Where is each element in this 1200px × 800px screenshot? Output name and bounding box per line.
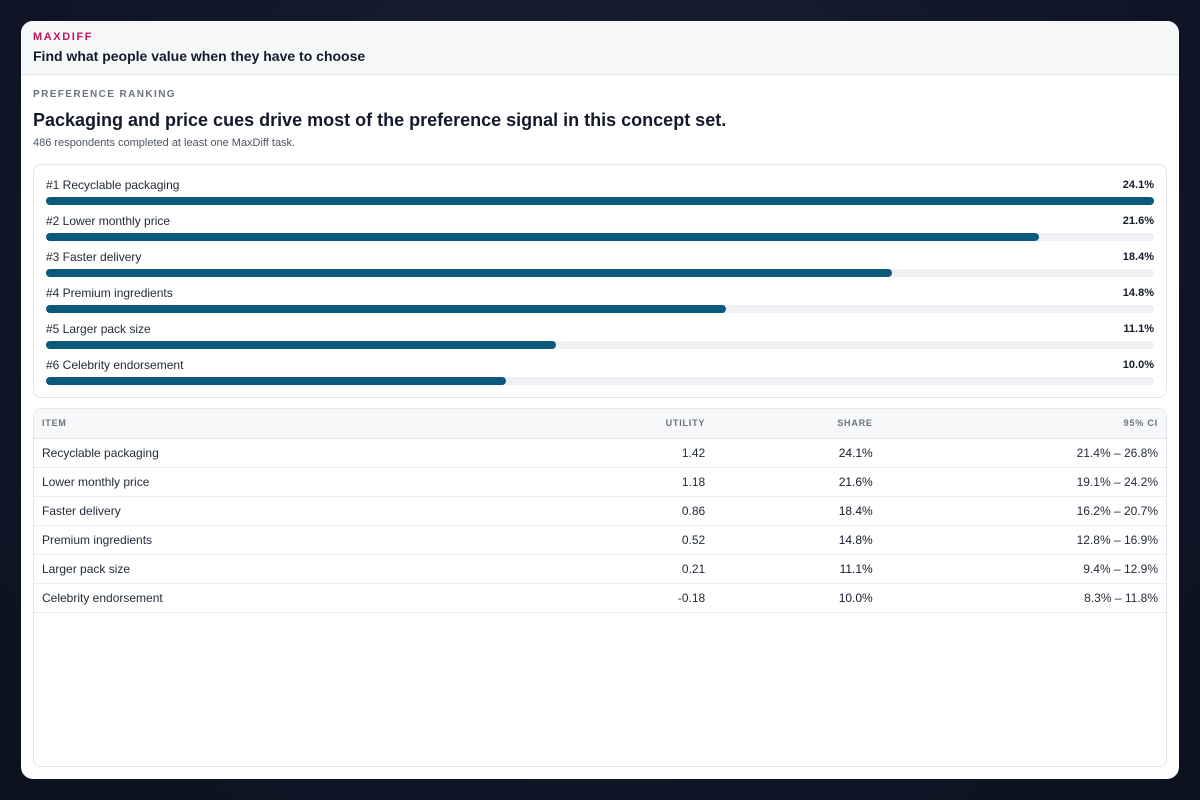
- ranking-label: #6 Celebrity endorsement: [46, 358, 184, 372]
- eyebrow-label: MAXDIFF: [33, 31, 94, 43]
- ranking-row-header: #4 Premium ingredients 14.8%: [46, 285, 1154, 301]
- column-header-item[interactable]: ITEM: [34, 409, 601, 439]
- cell-item: Premium ingredients: [34, 525, 601, 555]
- ranking-bar-track: [46, 305, 1154, 313]
- ranking-bar-track: [46, 377, 1154, 385]
- ranking-bar: [46, 269, 892, 277]
- cell-share: 14.8%: [713, 525, 881, 555]
- cell-ci: 9.4% – 12.9%: [880, 554, 1166, 584]
- cell-item: Celebrity endorsement: [34, 583, 601, 613]
- ranking-row-header: #2 Lower monthly price 21.6%: [46, 213, 1154, 229]
- ranking-bar: [46, 377, 506, 385]
- table-row[interactable]: Celebrity endorsement -0.18 10.0% 8.3% – 11…: [34, 583, 1166, 613]
- table-row[interactable]: Lower monthly price 1.18 21.6% 19.1% – 24.2…: [34, 467, 1166, 497]
- cell-share: 24.1%: [713, 438, 881, 468]
- ranking-value: 11.1%: [1123, 323, 1154, 335]
- cell-ci: 8.3% – 11.8%: [880, 583, 1166, 613]
- table-row[interactable]: Premium ingredients 0.52 14.8% 12.8% – 16.9…: [34, 525, 1166, 555]
- table-row[interactable]: Faster delivery 0.86 18.4% 16.2% – 20.7%: [34, 496, 1166, 526]
- ranking-row: #6 Celebrity endorsement 10.0%: [46, 357, 1154, 393]
- cell-ci: 19.1% – 24.2%: [880, 467, 1166, 497]
- ranking-row-header: #1 Recyclable packaging 24.1%: [46, 177, 1154, 193]
- ranking-label: #4 Premium ingredients: [46, 286, 173, 300]
- ranking-row-header: #3 Faster delivery 18.4%: [46, 249, 1154, 265]
- ranking-label: #5 Larger pack size: [46, 322, 151, 336]
- cell-share: 18.4%: [713, 496, 881, 526]
- cell-share: 10.0%: [713, 583, 881, 613]
- column-header-share[interactable]: SHARE: [713, 409, 881, 439]
- ranking-row: #1 Recyclable packaging 24.1%: [46, 177, 1154, 213]
- cell-utility: 0.52: [600, 525, 714, 555]
- ranking-row: #3 Faster delivery 18.4%: [46, 249, 1154, 285]
- cell-item: Faster delivery: [34, 496, 601, 526]
- cell-utility: 0.86: [600, 496, 714, 526]
- results-table: ITEM UTILITY SHARE 95% CI Recyclable pac…: [34, 409, 1166, 613]
- ranking-bar: [46, 305, 727, 313]
- ranking-label: #1 Recyclable packaging: [46, 178, 180, 192]
- ranking-bar-track: [46, 197, 1154, 205]
- maxdiff-card: MAXDIFF Find what people value when they…: [21, 21, 1179, 779]
- cell-utility: 1.18: [600, 467, 714, 497]
- column-header-ci[interactable]: 95% CI: [880, 409, 1166, 439]
- cell-ci: 16.2% – 20.7%: [880, 496, 1166, 526]
- ranking-label: #2 Lower monthly price: [46, 214, 171, 228]
- table-header-row: ITEM UTILITY SHARE 95% CI: [34, 409, 1166, 439]
- ranking-bar: [46, 233, 1040, 241]
- ranking-row: #5 Larger pack size 11.1%: [46, 321, 1154, 357]
- respondent-count: 486 respondents completed at least one M…: [33, 137, 296, 149]
- preference-ranking-chart: #1 Recyclable packaging 24.1% #2 Lower mon…: [33, 164, 1167, 398]
- ranking-row: #4 Premium ingredients 14.8%: [46, 285, 1154, 321]
- ranking-value: 24.1%: [1122, 179, 1154, 191]
- column-header-utility[interactable]: UTILITY: [600, 409, 714, 439]
- ranking-bar-track: [46, 269, 1154, 277]
- cell-item: Recyclable packaging: [34, 438, 601, 468]
- headline: Packaging and price cues drive most of t…: [33, 110, 727, 130]
- cell-utility: 1.42: [600, 438, 714, 468]
- ranking-value: 21.6%: [1122, 215, 1154, 227]
- ranking-bar-track: [46, 233, 1154, 241]
- ranking-label: #3 Faster delivery: [46, 250, 142, 264]
- content: PREFERENCE RANKING Packaging and price c…: [21, 75, 1179, 398]
- ranking-row-header: #6 Celebrity endorsement 10.0%: [46, 357, 1154, 373]
- header-title: Find what people value when they have to…: [33, 48, 366, 64]
- table-row[interactable]: Recyclable packaging 1.42 24.1% 21.4% – 26.…: [34, 438, 1166, 468]
- cell-utility: 0.21: [600, 554, 714, 584]
- cell-ci: 12.8% – 16.9%: [880, 525, 1166, 555]
- results-table-container: ITEM UTILITY SHARE 95% CI Recyclable pac…: [33, 408, 1167, 767]
- ranking-bar-track: [46, 341, 1154, 349]
- cell-share: 11.1%: [713, 554, 881, 584]
- ranking-value: 14.8%: [1122, 287, 1154, 299]
- ranking-row-header: #5 Larger pack size 11.1%: [46, 321, 1154, 337]
- cell-ci: 21.4% – 26.8%: [880, 438, 1166, 468]
- cell-share: 21.6%: [713, 467, 881, 497]
- table-row[interactable]: Larger pack size 0.21 11.1% 9.4% – 12.9%: [34, 554, 1166, 584]
- card-header: MAXDIFF Find what people value when they…: [21, 21, 1179, 75]
- ranking-value: 10.0%: [1122, 359, 1154, 371]
- cell-item: Larger pack size: [34, 554, 601, 584]
- ranking-value: 18.4%: [1122, 251, 1154, 263]
- ranking-bar: [46, 341, 557, 349]
- ranking-row: #2 Lower monthly price 21.6%: [46, 213, 1154, 249]
- cell-utility: -0.18: [600, 583, 714, 613]
- cell-item: Lower monthly price: [34, 467, 601, 497]
- ranking-bar: [46, 197, 1154, 205]
- section-label: PREFERENCE RANKING: [33, 89, 176, 100]
